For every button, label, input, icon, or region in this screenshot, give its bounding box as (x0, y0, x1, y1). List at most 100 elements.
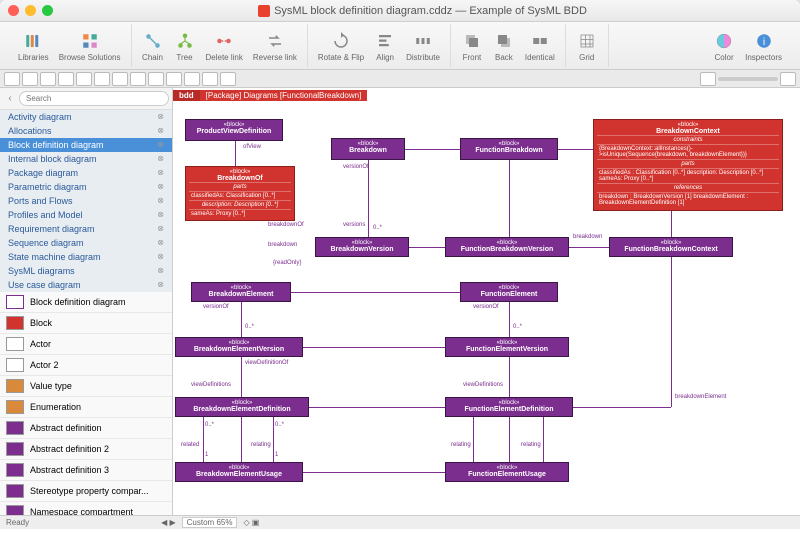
tool-9[interactable] (148, 72, 164, 86)
inspectors-button[interactable]: iInspectors (741, 28, 786, 64)
edge-label: viewDefinitionOf (245, 360, 288, 366)
diagram-item[interactable]: Ports and Flows⊗ (0, 194, 172, 208)
block-bctx[interactable]: «block»BreakdownContextconstraints{Break… (593, 119, 783, 211)
shape-item[interactable]: Namespace compartment (0, 502, 172, 515)
back-button[interactable]: Back (489, 28, 519, 64)
tool-10[interactable] (166, 72, 182, 86)
diagram-item[interactable]: Package diagram⊗ (0, 166, 172, 180)
delete-link-button[interactable]: Delete link (202, 28, 247, 64)
shape-item[interactable]: Enumeration (0, 397, 172, 418)
tool-8[interactable] (130, 72, 146, 86)
zoom-slider[interactable] (718, 77, 778, 81)
shape-item[interactable]: Abstract definition 3 (0, 460, 172, 481)
edge (241, 302, 242, 337)
tool-4[interactable] (58, 72, 74, 86)
block-fev[interactable]: «block»FunctionElementVersion (445, 337, 569, 357)
diagram-item[interactable]: Use case diagram⊗ (0, 278, 172, 292)
edge (509, 160, 510, 237)
shape-item[interactable]: Actor 2 (0, 355, 172, 376)
block-pvd[interactable]: «block»ProductViewDefinition (185, 119, 283, 141)
tool-3[interactable] (40, 72, 56, 86)
svg-text:i: i (762, 35, 764, 47)
browse-button[interactable]: Browse Solutions (55, 28, 125, 64)
zoom-in[interactable] (780, 72, 796, 86)
edge (273, 417, 274, 462)
zoom-button[interactable] (42, 5, 53, 16)
zoom-controls[interactable]: ◇ ▣ (243, 518, 259, 527)
block-fed[interactable]: «block»FunctionElementDefinition (445, 397, 573, 417)
window-title: SysML block definition diagram.cddz — Ex… (53, 5, 792, 17)
edge (291, 292, 460, 293)
diagram-item[interactable]: SysML diagrams⊗ (0, 264, 172, 278)
diagram-item[interactable]: Allocations⊗ (0, 124, 172, 138)
diagram-item[interactable]: Internal block diagram⊗ (0, 152, 172, 166)
rotate-button[interactable]: Rotate & Flip (314, 28, 368, 64)
edge-label: 0..* (245, 324, 254, 330)
diagram-item[interactable]: Activity diagram⊗ (0, 110, 172, 124)
close-button[interactable] (8, 5, 19, 16)
grid-button[interactable]: Grid (572, 28, 602, 64)
edge-label: versions (343, 222, 365, 228)
canvas[interactable]: bdd [Package] Diagrams [FunctionalBreakd… (173, 88, 800, 515)
shape-item[interactable]: Block definition diagram (0, 292, 172, 313)
distribute-button[interactable]: Distribute (402, 28, 444, 64)
diagram-item[interactable]: Parametric diagram⊗ (0, 180, 172, 194)
block-be[interactable]: «block»BreakdownElement (191, 282, 291, 302)
chain-button[interactable]: Chain (138, 28, 168, 64)
edge-label: breakdownElement (675, 394, 726, 400)
search-input[interactable] (19, 91, 169, 106)
identical-button[interactable]: Identical (521, 28, 559, 64)
diagram-item[interactable]: State machine diagram⊗ (0, 250, 172, 264)
edge (558, 149, 593, 150)
block-fb[interactable]: «block»FunctionBreakdown (460, 138, 558, 160)
block-fbc[interactable]: «block»FunctionBreakdownContext (609, 237, 733, 257)
edge-label: {readOnly} (273, 260, 301, 266)
diagram-item[interactable]: Block definition diagram⊗ (0, 138, 172, 152)
color-button[interactable]: Color (709, 28, 739, 64)
shape-item[interactable]: Abstract definition 2 (0, 439, 172, 460)
diagram-item[interactable]: Requirement diagram⊗ (0, 222, 172, 236)
tool-7[interactable] (112, 72, 128, 86)
block-fbv[interactable]: «block»FunctionBreakdownVersion (445, 237, 569, 257)
shape-item[interactable]: Value type (0, 376, 172, 397)
shape-item[interactable]: Actor (0, 334, 172, 355)
zoom-out[interactable] (700, 72, 716, 86)
diagram-item[interactable]: Sequence diagram⊗ (0, 236, 172, 250)
shape-item[interactable]: Stereotype property compar... (0, 481, 172, 502)
edge (303, 472, 445, 473)
block-bof[interactable]: «block»BreakdownOfpartsclassifiedAs: Cla… (185, 166, 295, 221)
tool-2[interactable] (22, 72, 38, 86)
block-brk[interactable]: «block»Breakdown (331, 138, 405, 160)
zoom-display[interactable]: Custom 65% (182, 517, 238, 528)
edge-label: 1 (275, 452, 278, 458)
shape-palette: Block definition diagramBlockActorActor … (0, 292, 172, 515)
edge-label: breakdownOf (268, 222, 304, 228)
edge (235, 141, 236, 166)
front-button[interactable]: Front (457, 28, 487, 64)
tool-1[interactable] (4, 72, 20, 86)
doc-icon (258, 5, 270, 17)
block-beu[interactable]: «block»BreakdownElementUsage (175, 462, 303, 482)
tool-6[interactable] (94, 72, 110, 86)
diagram-item[interactable]: Profiles and Model⊗ (0, 208, 172, 222)
block-feu[interactable]: «block»FunctionElementUsage (445, 462, 569, 482)
block-bed[interactable]: «block»BreakdownElementDefinition (175, 397, 309, 417)
tool-11[interactable] (184, 72, 200, 86)
shape-item[interactable]: Abstract definition (0, 418, 172, 439)
tool-5[interactable] (76, 72, 92, 86)
back-icon[interactable]: ‹ (3, 91, 17, 105)
main-toolbar: Libraries Browse Solutions Chain Tree De… (0, 22, 800, 70)
tool-13[interactable] (220, 72, 236, 86)
align-button[interactable]: Align (370, 28, 400, 64)
block-bev[interactable]: «block»BreakdownElementVersion (175, 337, 303, 357)
tree-button[interactable]: Tree (170, 28, 200, 64)
reverse-link-button[interactable]: Reverse link (249, 28, 301, 64)
tool-12[interactable] (202, 72, 218, 86)
block-fe[interactable]: «block»FunctionElement (460, 282, 558, 302)
shape-item[interactable]: Block (0, 313, 172, 334)
minimize-button[interactable] (25, 5, 36, 16)
edge-label: 0..* (205, 422, 214, 428)
libraries-button[interactable]: Libraries (14, 28, 53, 64)
block-bv[interactable]: «block»BreakdownVersion (315, 237, 409, 257)
edge (671, 211, 672, 237)
